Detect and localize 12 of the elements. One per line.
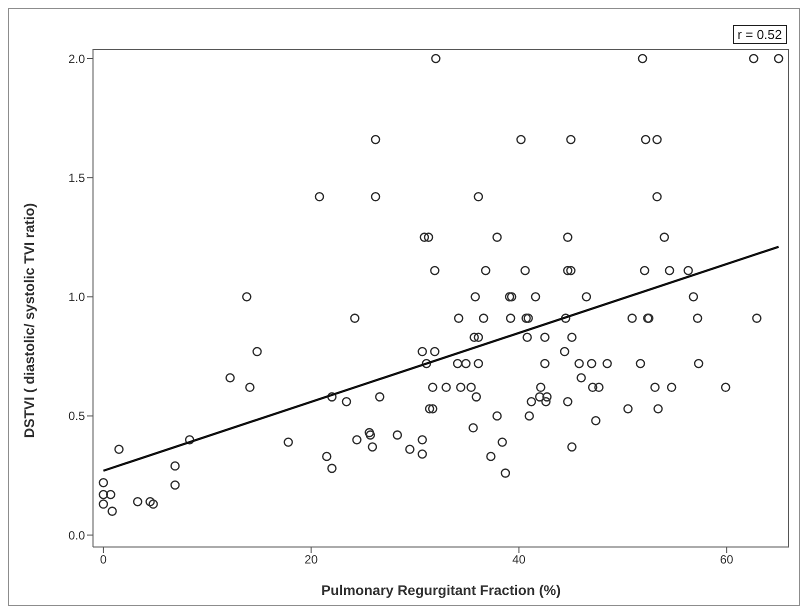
y-tick-label: 0.5 — [68, 409, 86, 424]
y-axis-title: DSTVI ( diastolic/ systolic TVI ratio) — [20, 203, 37, 438]
x-tick-label: 0 — [100, 552, 108, 567]
y-tick-label: 1.5 — [68, 170, 86, 185]
text: r = 0.52 — [732, 25, 787, 44]
y-tick-label: 1.0 — [68, 290, 86, 304]
x-axis-title: Pulmonary Regurgitant Fraction (%) — [321, 582, 561, 598]
x-tick-label: 40 — [512, 552, 526, 567]
x-tick-label: 20 — [304, 552, 318, 567]
y-tick-label: 0.0 — [68, 528, 86, 542]
x-tick-label: 60 — [720, 552, 734, 567]
y-tick-label: 2.0 — [68, 52, 86, 66]
